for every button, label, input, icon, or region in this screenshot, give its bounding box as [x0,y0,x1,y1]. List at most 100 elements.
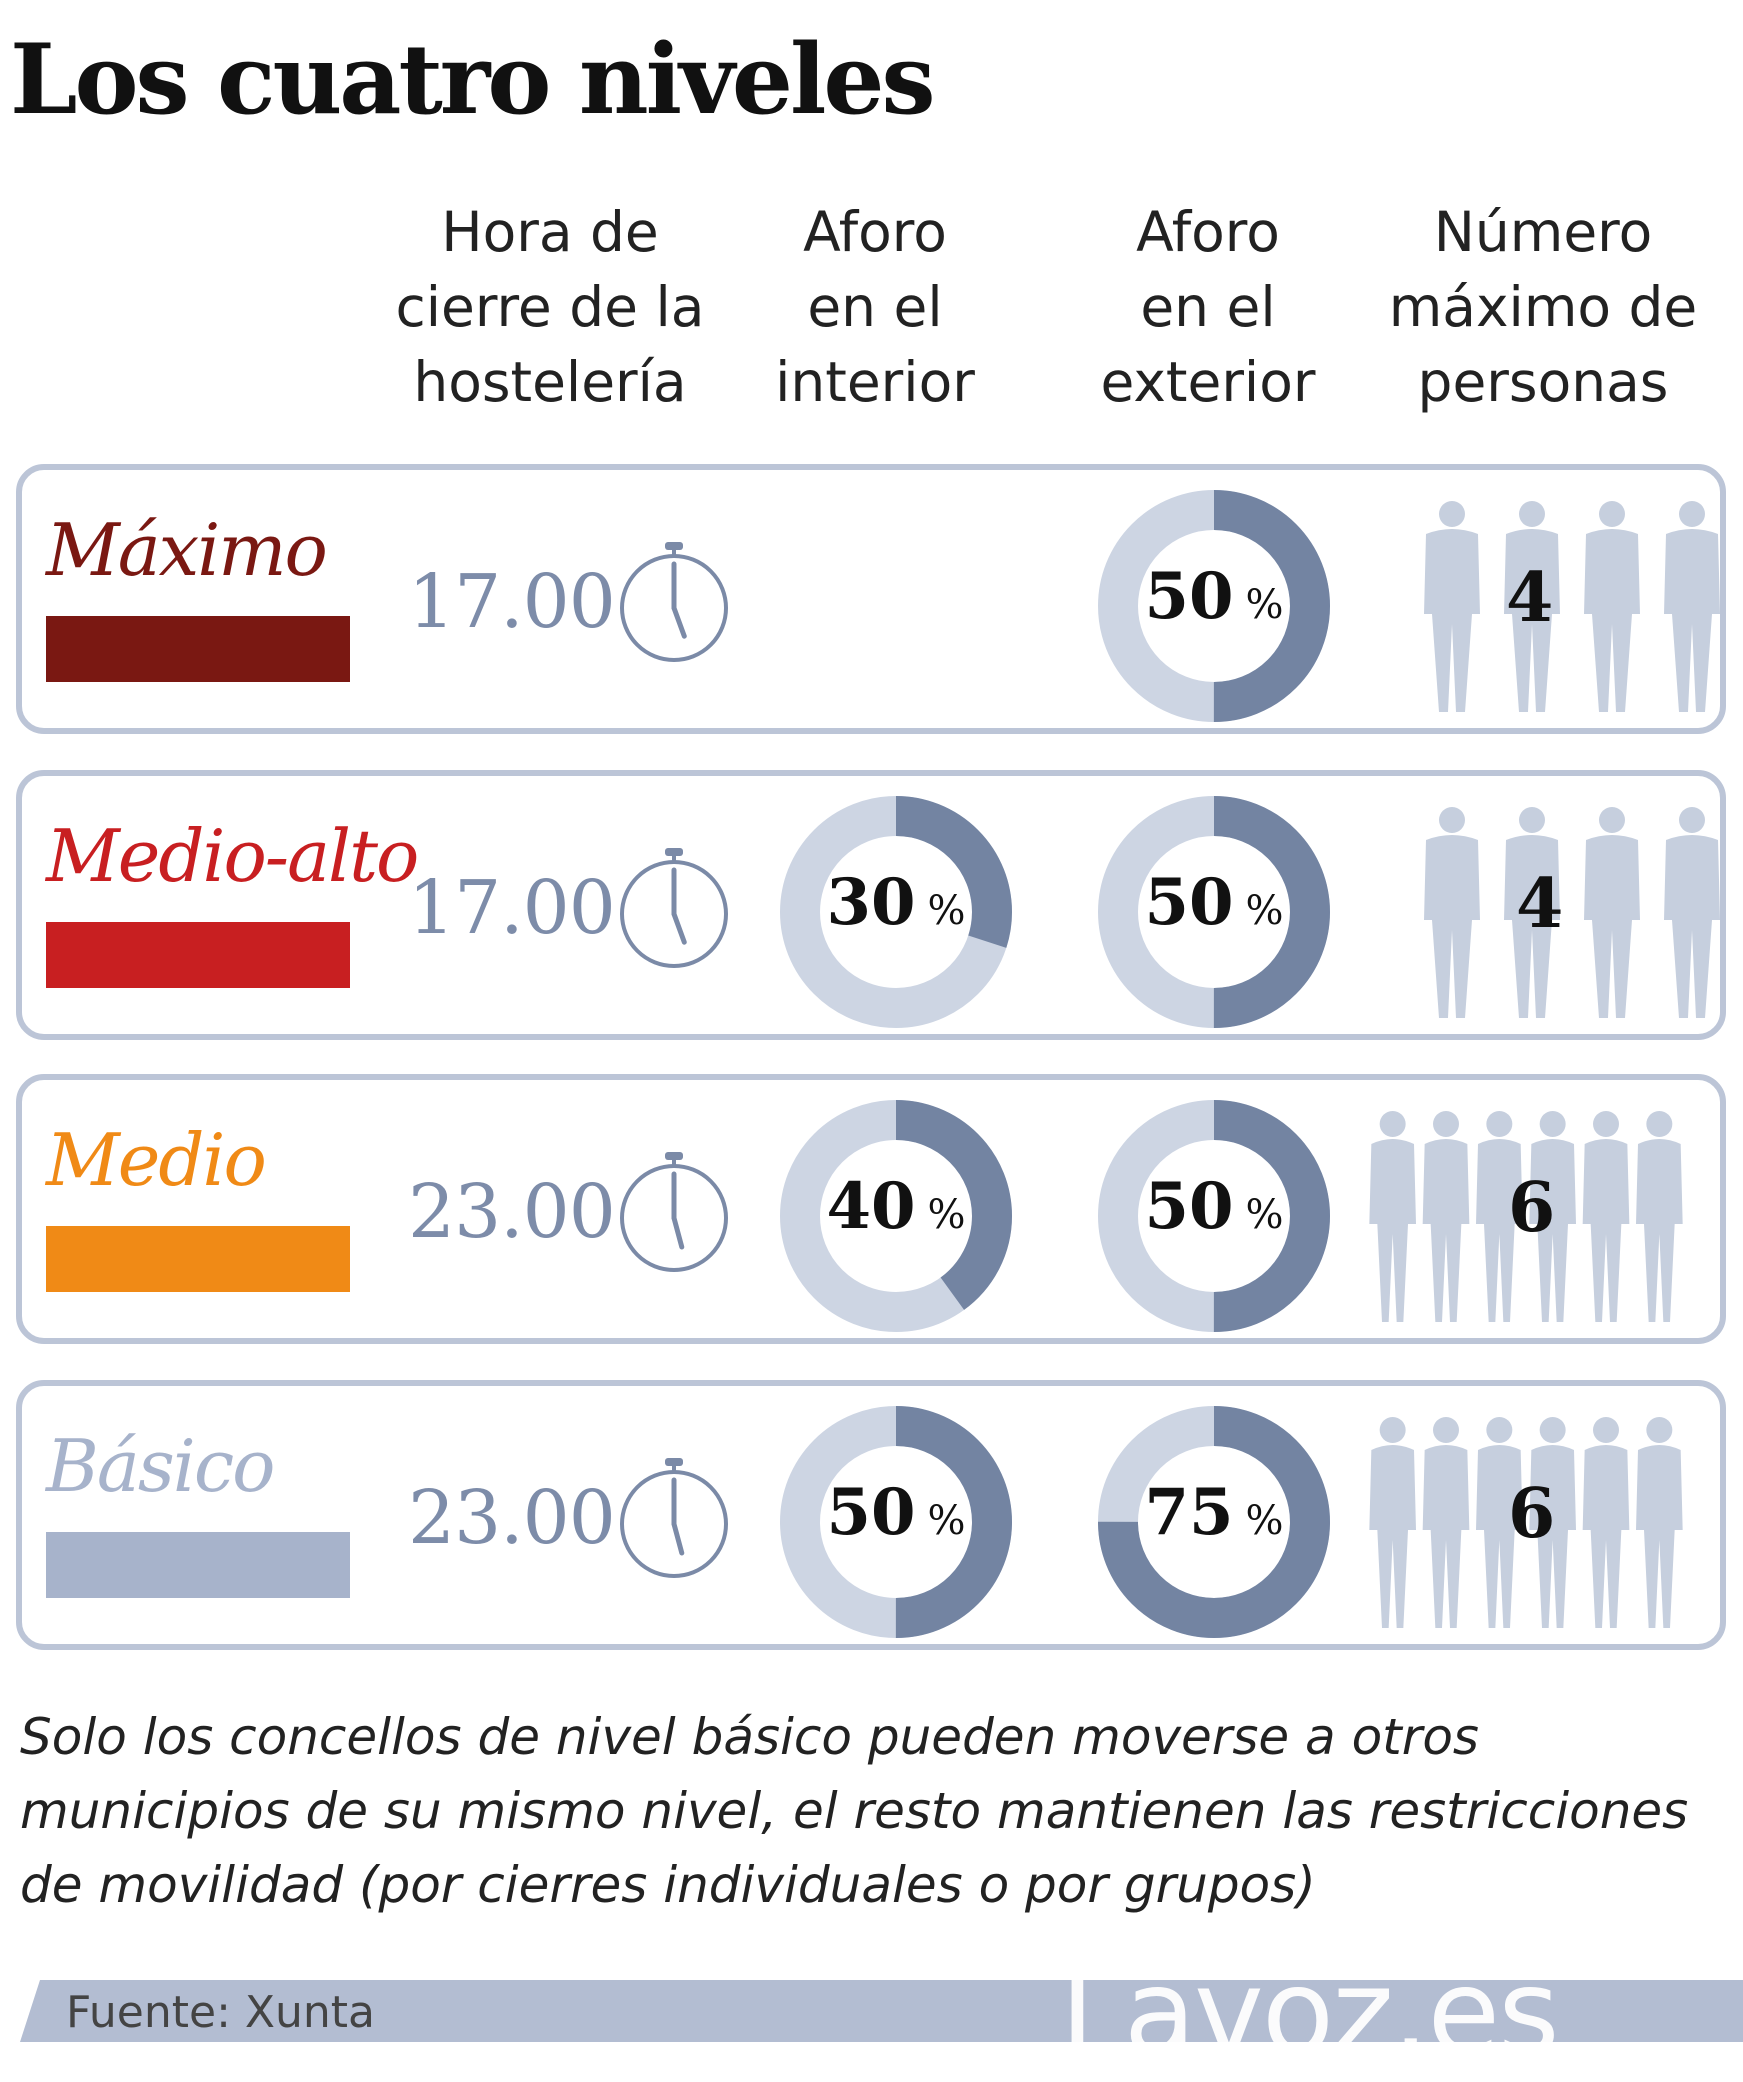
person-silhouette [1582,1417,1630,1628]
outdoor-capacity-label: 75% [1098,1473,1330,1561]
people-silhouettes-icon [1424,501,1720,712]
person-silhouette [1424,501,1480,712]
donut-value-arc [780,796,1012,1028]
level-row-1: Medio-alto 17.00 30% 50% 4 [16,770,1726,1040]
max-people-count: 4 [1506,558,1554,638]
donut-value-arc [1098,796,1330,1028]
column-header-indoor: Aforo en el interior [775,200,975,414]
donut-value-arc [780,1100,1012,1332]
person-silhouette [1636,1417,1683,1628]
max-people-count: 6 [1508,1474,1556,1554]
donut-outdoor-2 [1098,1100,1330,1332]
level-color-bar [46,1532,350,1598]
donut-outdoor-1 [1098,796,1330,1028]
people-silhouettes-icon [1369,1417,1683,1628]
level-color-bar [46,616,350,682]
donut-value-arc [1098,1100,1330,1332]
stopwatch-icon [620,848,728,968]
closing-hour: 17.00 [408,865,616,951]
indoor-capacity-label: 40% [780,1167,1012,1255]
outdoor-capacity-value: 50 [1144,1169,1234,1244]
outdoor-capacity-value: 50 [1144,865,1234,940]
person-silhouette [1664,501,1720,712]
max-people-count: 4 [1516,864,1564,944]
level-name: Básico [46,1424,275,1508]
outdoor-capacity-label: 50% [1098,557,1330,645]
footer-band [20,1980,1743,2042]
stopwatch-hand-short [671,911,687,945]
percent-unit: % [1245,1498,1284,1544]
footnote: Solo los concellos de nivel básico puede… [20,1708,1689,1914]
person-silhouette [1476,1417,1523,1628]
stopwatch-hand-short [671,605,687,639]
indoor-capacity-value: 50 [826,1475,916,1550]
level-name: Medio-alto [46,814,419,898]
stopwatch-button [665,1152,683,1160]
percent-unit: % [1245,582,1284,628]
person-silhouette [1584,501,1640,712]
people-silhouettes-icon [1424,807,1720,1018]
person-silhouette [1636,1111,1683,1322]
person-silhouette [1504,807,1560,1018]
max-people-count: 6 [1508,1168,1556,1248]
person-silhouette [1424,807,1480,1018]
level-name: Máximo [46,508,328,592]
level-row-3: Básico 23.00 50% 75% 6 [16,1380,1726,1650]
closing-hour: 23.00 [408,1169,616,1255]
person-silhouette [1529,1111,1576,1322]
column-header-people: Número máximo de personas [1388,200,1698,414]
indoor-capacity-value: 40 [826,1169,916,1244]
percent-unit: % [1245,1192,1284,1238]
donut-value-arc [1098,1406,1330,1638]
percent-unit: % [927,888,966,934]
closing-hour: 17.00 [408,559,616,645]
outdoor-capacity-value: 50 [1144,559,1234,634]
percent-unit: % [1245,888,1284,934]
person-silhouette [1584,807,1640,1018]
stopwatch-button [665,848,683,856]
stopwatch-hand-short [671,1215,685,1250]
outdoor-capacity-label: 50% [1098,1167,1330,1255]
person-silhouette [1476,1111,1523,1322]
donut-indoor-1 [780,796,1012,1028]
indoor-capacity-value: 30 [826,865,916,940]
stopwatch-icon [620,542,728,662]
source-label: Fuente: Xunta [66,1987,376,2038]
stopwatch-button [665,542,683,550]
stopwatch-icon [620,1152,728,1272]
indoor-capacity-label: 30% [780,863,1012,951]
indoor-capacity-label: 50% [780,1473,1012,1561]
column-header-outdoor: Aforo en el exterior [1100,200,1316,414]
person-silhouette [1422,1417,1470,1628]
donut-value-arc [1098,490,1330,722]
people-silhouettes-icon [1369,1111,1683,1322]
stopwatch-icon [620,1458,728,1578]
outdoor-capacity-value: 75 [1144,1475,1234,1550]
donut-indoor-3 [780,1406,1012,1638]
level-color-bar [46,922,350,988]
level-row-0: Máximo 17.00 50% 4 [16,464,1726,734]
person-silhouette [1369,1111,1416,1322]
person-silhouette [1664,807,1720,1018]
level-name: Medio [46,1118,267,1202]
person-silhouette [1422,1111,1470,1322]
level-color-bar [46,1226,350,1292]
stopwatch-button [665,1458,683,1466]
stopwatch-hand-short [671,1521,685,1556]
brand-logo: Lavoz.es [1060,1943,1560,2081]
donut-outdoor-3 [1098,1406,1330,1638]
person-silhouette [1529,1417,1576,1628]
column-header-hour: Hora de cierre de la hostelería [395,200,705,414]
donut-value-arc [780,1406,1012,1638]
page-title: Los cuatro niveles [10,23,936,136]
person-silhouette [1369,1417,1416,1628]
percent-unit: % [927,1498,966,1544]
closing-hour: 23.00 [408,1475,616,1561]
level-row-2: Medio 23.00 40% 50% 6 [16,1074,1726,1344]
person-silhouette [1582,1111,1630,1322]
donut-outdoor-0 [1098,490,1330,722]
footer-band-shape [20,1980,1743,2042]
outdoor-capacity-label: 50% [1098,863,1330,951]
donut-indoor-2 [780,1100,1012,1332]
percent-unit: % [927,1192,966,1238]
